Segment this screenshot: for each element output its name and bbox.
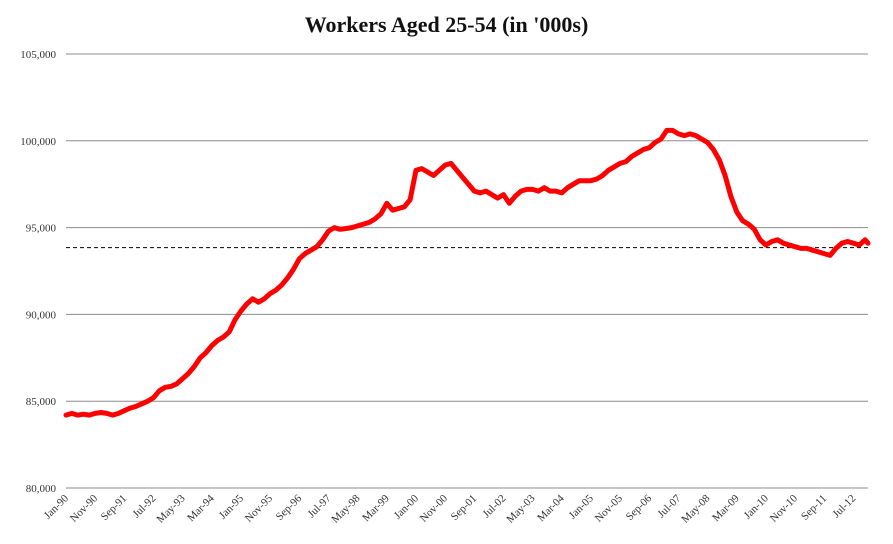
x-tick: Sep-11 [799, 492, 829, 522]
x-tick-label: May-03 [504, 492, 537, 525]
x-tick: May-93 [155, 492, 188, 525]
x-tick-label: Mar-99 [360, 492, 392, 524]
x-tick: Jan-10 [742, 492, 772, 522]
x-tick: Jan-95 [217, 492, 247, 522]
y-tick-label: 85,000 [26, 396, 57, 408]
x-tick-label: Jan-05 [567, 492, 597, 522]
y-tick-label: 95,000 [26, 223, 57, 235]
series-line [63, 127, 871, 418]
x-tick-label: Nov-05 [593, 492, 626, 525]
x-tick: May-03 [504, 492, 537, 525]
x-tick: Mar-09 [710, 492, 742, 524]
x-tick: Nov-05 [593, 492, 626, 525]
x-tick-label: Mar-94 [185, 492, 217, 524]
x-tick: Jan-90 [42, 492, 72, 522]
x-tick-label: Sep-11 [799, 492, 829, 522]
x-tick: Sep-06 [624, 492, 655, 523]
x-tick-label: Sep-96 [274, 492, 305, 523]
chart-title: Workers Aged 25-54 (in '000s) [304, 12, 589, 37]
x-tick: Mar-04 [535, 492, 567, 524]
x-tick-label: Nov-00 [418, 492, 451, 525]
x-tick-label: Jan-10 [742, 492, 772, 522]
x-tick: Sep-91 [99, 492, 130, 523]
x-tick: Mar-94 [185, 492, 217, 524]
x-tick-label: Mar-09 [710, 492, 742, 524]
x-tick-label: Nov-95 [243, 492, 276, 525]
x-tick-label: Sep-01 [449, 492, 480, 523]
x-tick-label: Jan-90 [42, 492, 72, 522]
x-tick-label: Sep-06 [624, 492, 655, 523]
x-tick: Jan-05 [567, 492, 597, 522]
x-tick: Nov-95 [243, 492, 276, 525]
x-tick: Nov-00 [418, 492, 451, 525]
x-tick: Nov-10 [768, 492, 801, 525]
y-tick-label: 80,000 [26, 483, 57, 495]
y-tick-label: 105,000 [20, 49, 56, 61]
x-tick: Sep-96 [274, 492, 305, 523]
x-tick: May-08 [679, 492, 712, 525]
x-tick-label: Nov-90 [68, 492, 101, 525]
x-tick: Jul-12 [830, 492, 858, 520]
x-tick: Sep-01 [449, 492, 480, 523]
x-tick: May-98 [329, 492, 362, 525]
x-tick-label: Nov-10 [768, 492, 801, 525]
x-tick-label: May-98 [329, 492, 362, 525]
y-tick-label: 90,000 [26, 309, 57, 321]
y-tick-label: 100,000 [20, 136, 56, 148]
series-group [63, 127, 871, 418]
x-tick-label: May-93 [155, 492, 188, 525]
x-tick-label: May-08 [679, 492, 712, 525]
x-tick-label: Sep-91 [99, 492, 130, 523]
grid-lines [66, 53, 868, 489]
x-tick: Jan-00 [392, 492, 422, 522]
x-tick-label: Mar-04 [535, 492, 567, 524]
x-tick-label: Jan-95 [217, 492, 247, 522]
x-tick-label: Jan-00 [392, 492, 422, 522]
x-tick-label: Jul-12 [830, 492, 858, 520]
x-tick: Nov-90 [68, 492, 101, 525]
x-tick: Mar-99 [360, 492, 392, 524]
y-axis-tick-labels: 80,000 85,000 90,000 95,000 100,000 105,000 [20, 49, 56, 495]
